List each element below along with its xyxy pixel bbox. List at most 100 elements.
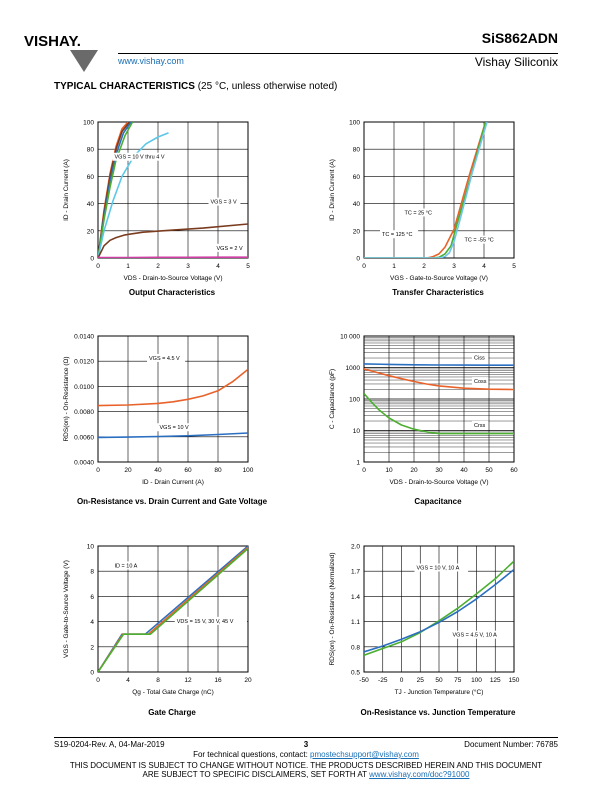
website-link[interactable]: www.vishay.com [118, 56, 184, 66]
x-tick-label: 8 [156, 677, 160, 684]
plot-frame [363, 335, 515, 463]
y-tick-label: 4 [90, 619, 94, 626]
y-tick-label: 1000 [346, 365, 361, 372]
series-line-1 [364, 368, 514, 391]
x-tick-label: 0 [362, 263, 366, 270]
y-tick-label: 1.4 [351, 594, 360, 601]
y-tick-label: 0 [90, 256, 94, 263]
annotation-bg [112, 561, 145, 570]
y-axis-label: ID - Drain Current (A) [63, 159, 70, 221]
x-tick-label: 12 [184, 677, 192, 684]
disclaimer-line-1: THIS DOCUMENT IS SUBJECT TO CHANGE WITHO… [69, 761, 543, 770]
x-tick-label: 5 [512, 263, 516, 270]
annotation-1: VGS = 4.5 V, 10 A [453, 633, 498, 639]
y-tick-label: 0 [356, 256, 360, 263]
series-line-0 [364, 560, 514, 656]
y-tick-label: 0.0100 [74, 384, 94, 391]
contact-email-link[interactable]: pmostechsupport@vishay.com [310, 750, 419, 759]
annotation-bg [147, 353, 186, 362]
x-tick-label: 50 [485, 467, 493, 474]
series-line-3 [98, 122, 134, 258]
x-tick-label: 0 [96, 467, 100, 474]
x-tick-label: 50 [435, 677, 443, 684]
y-tick-label: 20 [353, 228, 361, 235]
annotation-bg [472, 420, 489, 429]
series-line-2 [364, 392, 514, 435]
annotation-1: Coss [474, 379, 487, 385]
y-tick-label: 10 [353, 428, 361, 435]
annotation-bg [157, 423, 193, 432]
annotation-bg [472, 353, 489, 362]
document-number: Document Number: 76785 [464, 740, 558, 749]
series-line-2 [98, 547, 248, 672]
y-tick-label: 1.1 [351, 619, 360, 626]
chart-caption-transfer: Transfer Characteristics [392, 288, 484, 297]
y-tick-label: 60 [87, 174, 95, 181]
chart-caption-output: Output Characteristics [128, 288, 216, 297]
x-tick-label: 0 [96, 263, 100, 270]
x-tick-label: 2 [422, 263, 426, 270]
series-line-0 [98, 368, 248, 407]
x-tick-label: -25 [378, 677, 388, 684]
x-tick-label: 3 [452, 263, 456, 270]
y-tick-label: 20 [87, 228, 95, 235]
x-tick-label: 20 [410, 467, 418, 474]
x-axis-label: VDS - Drain-to-Source Voltage (V) [124, 275, 223, 282]
x-tick-label: 20 [244, 677, 252, 684]
chart-caption-gate-charge: Gate Charge [148, 708, 196, 717]
annotation-2: TC = -55 °C [465, 238, 494, 244]
grid [363, 336, 515, 463]
annotation-1: VGS = 10 V [160, 425, 190, 431]
series-line-1 [364, 568, 514, 653]
x-tick-label: 75 [454, 677, 462, 684]
y-tick-label: 0 [90, 670, 94, 677]
x-axis-label: TJ - Junction Temperature (°C) [395, 688, 484, 696]
y-tick-label: 100 [349, 397, 360, 404]
annotation-2: Crss [474, 423, 486, 429]
plot-frame [97, 335, 249, 463]
series-group [98, 368, 248, 439]
x-tick-label: -50 [359, 677, 369, 684]
annotation-bg [462, 235, 501, 244]
series-group [364, 122, 488, 258]
plot-frame [97, 545, 249, 673]
annotation-1: VDS = 15 V, 30 V, 45 V [177, 619, 234, 625]
y-axis-label: RDS(on) - On-Resistance (Ω) [63, 356, 70, 441]
disclaimer-prefix: ARE SUBJECT TO SPECIFIC DISCLAIMERS, SET… [142, 770, 370, 779]
company-name: Vishay Siliconix [474, 55, 558, 69]
contact-prefix: For technical questions, contact: [193, 750, 311, 759]
series-group [98, 122, 248, 258]
rdson-vs-temperature-chart: -50 -25 0 25 50 75 100 125 150 0.5 0.8 1.1 1.4 1.7 2.0… [329, 544, 520, 697]
x-tick-label: 0 [96, 677, 100, 684]
header-rule [118, 53, 558, 54]
x-tick-label: 25 [417, 677, 425, 684]
y-tick-label: 10 000 [340, 334, 360, 341]
x-tick-label: 80 [214, 467, 222, 474]
section-heading: TYPICAL CHARACTERISTICS [54, 81, 195, 92]
series-line-4 [98, 132, 169, 258]
x-tick-label: 40 [154, 467, 162, 474]
x-tick-label: 100 [471, 677, 482, 684]
logo-triangle-icon [70, 50, 98, 72]
x-tick-label: 1 [126, 263, 130, 270]
y-tick-label: 10 [87, 544, 95, 551]
x-axis-label: ID - Drain Current (A) [142, 479, 204, 486]
y-tick-label: 0.5 [351, 670, 360, 677]
disclaimer-line-2: ARE SUBJECT TO SPECIFIC DISCLAIMERS, SET… [0, 770, 612, 779]
rdson-vs-id-chart: 0 20 40 60 80 100 0.0040 0.0060 0.0080 0.0100 0.01… [63, 334, 254, 487]
series-group [364, 560, 514, 656]
annotation-1: VGS = 3 V [211, 200, 237, 206]
annotation-0: VGS = 4.5 V [149, 356, 180, 362]
x-axis-label: Qg - Total Gate Charge (nC) [132, 689, 214, 696]
disclaimer-link[interactable]: www.vishay.com/doc?91000 [369, 770, 470, 779]
x-tick-label: 0 [400, 677, 404, 684]
x-tick-label: 30 [435, 467, 443, 474]
x-tick-label: 125 [490, 677, 501, 684]
series-line-1 [98, 432, 248, 439]
series-line-0 [364, 363, 514, 367]
x-tick-label: 2 [156, 263, 160, 270]
y-axis-label: C - Capacitance (pF) [329, 369, 336, 429]
y-tick-label: 40 [87, 201, 95, 208]
annotation-bg [472, 377, 489, 386]
part-number: SiS862ADN [481, 30, 558, 46]
